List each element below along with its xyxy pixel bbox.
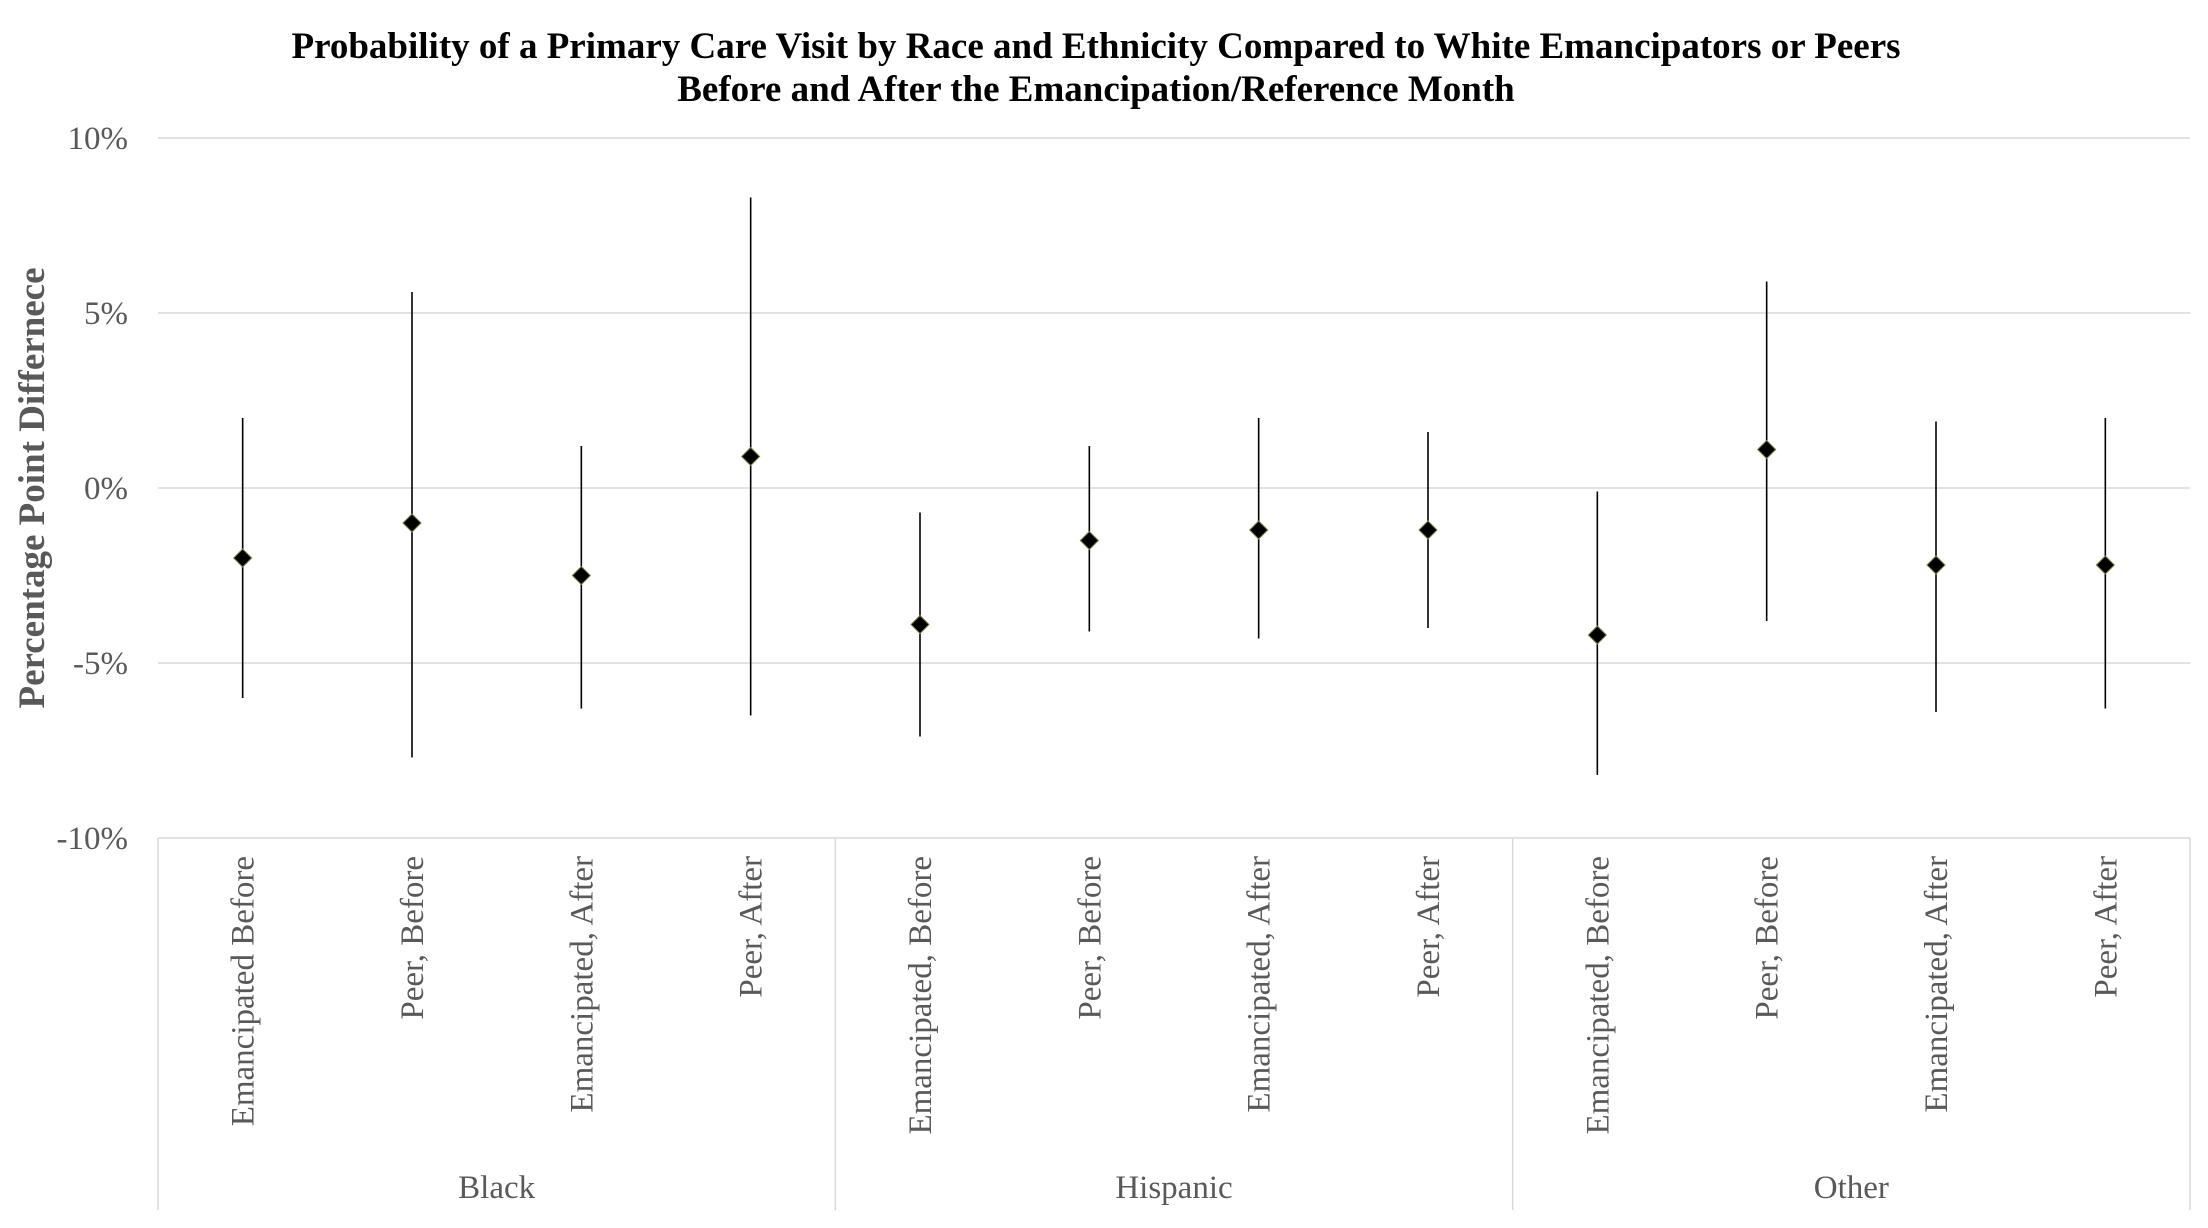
category-label: Peer, Before xyxy=(1072,856,1108,1020)
point-markers xyxy=(232,439,2116,645)
group-label: Black xyxy=(458,1170,535,1206)
group-labels: Black Hispanic Other xyxy=(458,1170,1889,1206)
point-marker xyxy=(910,614,930,635)
chart-title-line-2: Before and After the Emancipation/Refere… xyxy=(677,69,1515,110)
category-axis xyxy=(157,838,2191,1210)
point-marker xyxy=(740,446,761,467)
category-label: Emancipated, Before xyxy=(1580,856,1616,1135)
point-marker xyxy=(1926,555,1946,575)
group-label: Other xyxy=(1814,1170,1889,1206)
category-label: Peer, Before xyxy=(395,856,431,1020)
category-label: Peer, After xyxy=(734,856,770,998)
group-label: Hispanic xyxy=(1115,1170,1232,1206)
category-labels: Emancipated Before Peer, Before Emancipate… xyxy=(226,856,2125,1135)
point-marker xyxy=(1248,520,1269,540)
category-label: Emancipated, Before xyxy=(903,856,939,1135)
y-tick-label: 10% xyxy=(68,121,129,157)
point-marker xyxy=(1756,439,1777,460)
point-marker xyxy=(1587,625,1608,645)
gridlines xyxy=(158,137,2190,839)
category-label: Peer, After xyxy=(1411,856,1447,998)
category-label: Emancipated, After xyxy=(1242,856,1278,1113)
chart-title-line-1: Probability of a Primary Care Visit by R… xyxy=(291,26,1900,67)
y-tick-labels: 10% 5% 0% -5% -10% xyxy=(57,121,128,857)
category-label: Emancipated, After xyxy=(1919,856,1955,1113)
y-tick-label: -5% xyxy=(73,646,128,682)
y-tick-label: 5% xyxy=(84,296,128,332)
error-bars xyxy=(241,197,2107,775)
point-marker xyxy=(2095,555,2116,575)
point-marker xyxy=(232,548,253,568)
point-marker xyxy=(1079,530,1100,551)
y-tick-label: -10% xyxy=(57,821,128,857)
point-marker xyxy=(571,565,592,586)
y-axis-label: Percentage Point Differnece xyxy=(12,267,53,708)
category-label: Emancipated Before xyxy=(226,856,262,1126)
point-marker xyxy=(1418,520,1438,540)
point-marker xyxy=(402,513,422,533)
category-label: Peer, After xyxy=(2088,856,2124,998)
category-label: Peer, Before xyxy=(1750,856,1786,1020)
category-label: Emancipated, After xyxy=(564,856,600,1113)
y-tick-label: 0% xyxy=(84,471,128,507)
